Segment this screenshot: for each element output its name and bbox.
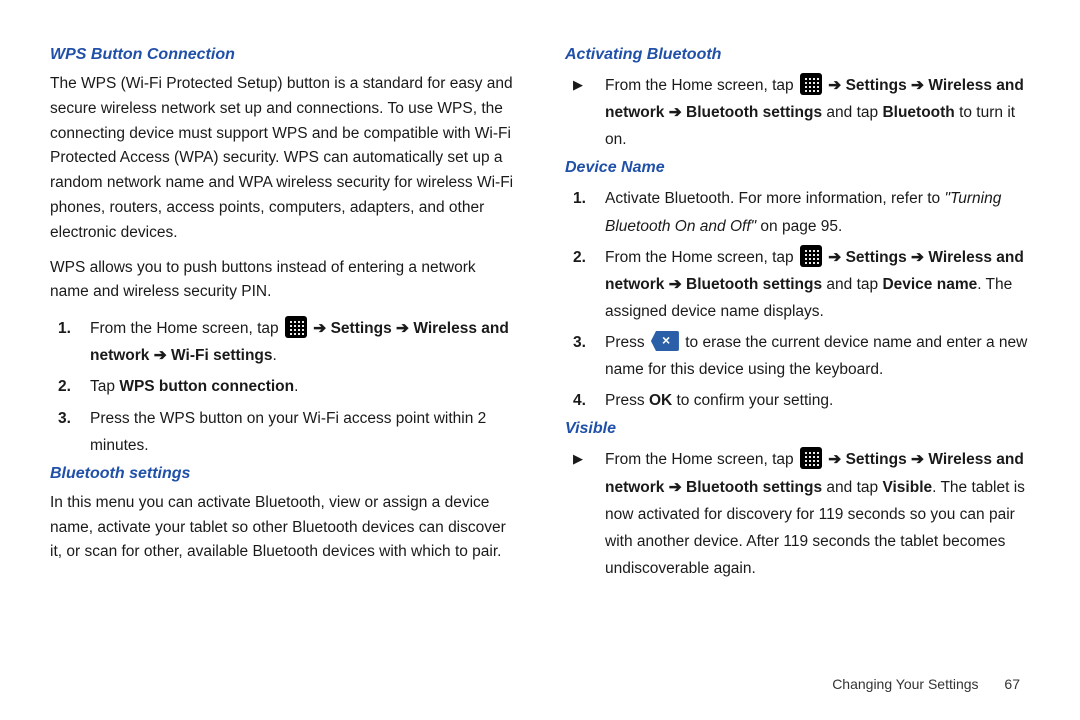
wps-steps: From the Home screen, tap ➔ Settings ➔ W… (72, 315, 515, 459)
delete-key-icon (651, 331, 679, 351)
device-step-2: From the Home screen, tap ➔ Settings ➔ W… (587, 244, 1030, 325)
heading-device-name: Device Name (565, 159, 1030, 177)
apps-grid-icon (800, 447, 822, 469)
page-number: 67 (1004, 676, 1020, 692)
heading-activating-bt: Activating Bluetooth (565, 46, 1030, 64)
heading-bluetooth-settings: Bluetooth settings (50, 465, 515, 483)
device-step-3: Press to erase the current device name a… (587, 329, 1030, 383)
activate-bt-steps: From the Home screen, tap ➔ Settings ➔ W… (587, 72, 1030, 153)
footer-chapter: Changing Your Settings (832, 676, 978, 692)
heading-wps: WPS Button Connection (50, 46, 515, 64)
page-columns: WPS Button Connection The WPS (Wi-Fi Pro… (50, 40, 1030, 660)
wps-para-1: The WPS (Wi-Fi Protected Setup) button i… (50, 72, 515, 246)
device-step-1: Activate Bluetooth. For more information… (587, 185, 1030, 239)
apps-grid-icon (285, 316, 307, 338)
device-name-steps: Activate Bluetooth. For more information… (587, 185, 1030, 414)
page-footer: Changing Your Settings 67 (832, 676, 1020, 692)
heading-visible: Visible (565, 420, 1030, 438)
wps-para-2: WPS allows you to push buttons instead o… (50, 256, 515, 306)
wps-step-1: From the Home screen, tap ➔ Settings ➔ W… (72, 315, 515, 369)
left-column: WPS Button Connection The WPS (Wi-Fi Pro… (50, 40, 515, 660)
wps-step-2: Tap WPS button connection. (72, 373, 515, 400)
bluetooth-para: In this menu you can activate Bluetooth,… (50, 491, 515, 565)
apps-grid-icon (800, 73, 822, 95)
visible-steps: From the Home screen, tap ➔ Settings ➔ W… (587, 446, 1030, 582)
apps-grid-icon (800, 245, 822, 267)
activate-bt-step: From the Home screen, tap ➔ Settings ➔ W… (587, 72, 1030, 153)
visible-step: From the Home screen, tap ➔ Settings ➔ W… (587, 446, 1030, 582)
device-step-4: Press OK to confirm your setting. (587, 387, 1030, 414)
right-column: Activating Bluetooth From the Home scree… (565, 40, 1030, 660)
wps-step-3: Press the WPS button on your Wi-Fi acces… (72, 405, 515, 459)
